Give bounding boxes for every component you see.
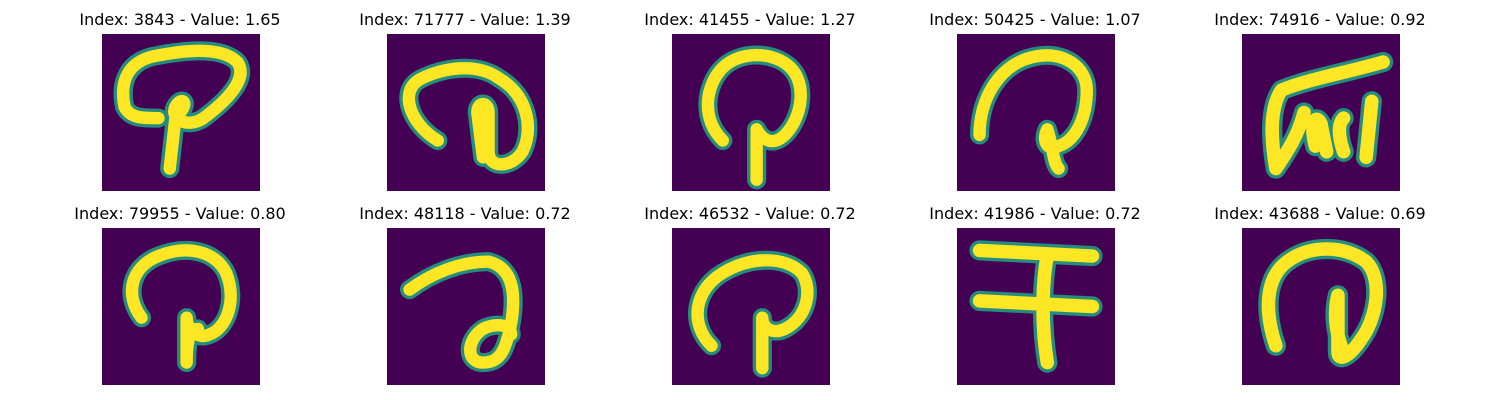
image-panel: Index: 71777 - Value: 1.39 [315,10,615,200]
panel-title: Index: 71777 - Value: 1.39 [359,10,571,29]
image-panel: Index: 46532 - Value: 0.72 [600,204,900,394]
loop-with-stem-shape-icon [672,34,830,191]
panel-title: Index: 74916 - Value: 0.92 [1214,10,1426,29]
image-panel: Index: 50425 - Value: 1.07 [885,10,1185,200]
arch-with-stem-shape-icon [1242,228,1400,385]
curl-with-hook-shape-icon [387,34,545,191]
arc-with-stem-shape-icon [957,34,1115,191]
panel-title: Index: 79955 - Value: 0.80 [74,204,286,223]
panel-title: Index: 3843 - Value: 1.65 [79,10,281,29]
panel-title: Index: 46532 - Value: 0.72 [644,204,856,223]
image-panel: Index: 41455 - Value: 1.27 [600,10,900,200]
image-panel: Index: 43688 - Value: 0.69 [1170,204,1470,394]
image-panel: Index: 48118 - Value: 0.72 [315,204,615,394]
arc-with-stem-shape-icon [672,228,830,385]
looped-p-shape-icon [102,34,260,191]
panel-title: Index: 41455 - Value: 1.27 [644,10,856,29]
image-panel: Index: 79955 - Value: 0.80 [30,204,330,394]
panel-title: Index: 50425 - Value: 1.07 [929,10,1141,29]
image-panel: Index: 3843 - Value: 1.65 [30,10,330,200]
panel-title: Index: 48118 - Value: 0.72 [359,204,571,223]
image-panel: Index: 41986 - Value: 0.72 [885,204,1185,394]
hook-with-loop-shape-icon [387,228,545,385]
panel-title: Index: 43688 - Value: 0.69 [1214,204,1426,223]
looped-stem-shape-icon [102,228,260,385]
image-panel: Index: 74916 - Value: 0.92 [1170,10,1470,200]
cross-bars-shape-icon [957,228,1115,385]
slanted-block-shape-icon [1242,34,1400,191]
panel-title: Index: 41986 - Value: 0.72 [929,204,1141,223]
